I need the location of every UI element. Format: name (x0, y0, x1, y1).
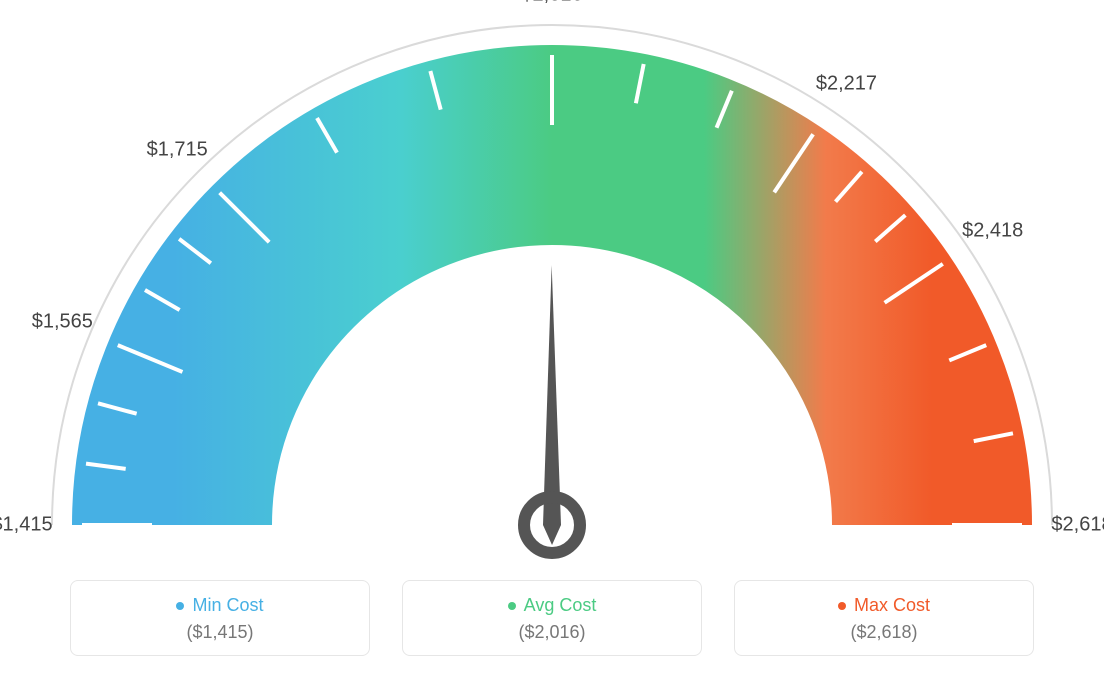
gauge-svg (0, 0, 1104, 560)
gauge-tick-label: $2,418 (962, 219, 1023, 242)
gauge-tick-label: $1,415 (0, 514, 53, 537)
gauge-tick-label: $2,217 (816, 73, 877, 96)
dot-icon (176, 602, 184, 610)
legend-title-row: Avg Cost (508, 595, 597, 616)
legend-row: Min Cost ($1,415) Avg Cost ($2,016) Max … (0, 580, 1104, 656)
legend-title-row: Max Cost (838, 595, 930, 616)
legend-title-min: Min Cost (192, 595, 263, 616)
legend-value-max: ($2,618) (850, 622, 917, 643)
legend-title-avg: Avg Cost (524, 595, 597, 616)
legend-card-max: Max Cost ($2,618) (734, 580, 1034, 656)
gauge-tick-label: $1,715 (147, 139, 208, 162)
legend-title-row: Min Cost (176, 595, 263, 616)
legend-value-avg: ($2,016) (518, 622, 585, 643)
legend-card-min: Min Cost ($1,415) (70, 580, 370, 656)
legend-title-max: Max Cost (854, 595, 930, 616)
cost-gauge-widget: $1,415 $1,565 $1,715 $2,016 $2,217 $2,418 $2,6… (0, 0, 1104, 690)
gauge-tick-label: $1,565 (32, 311, 93, 334)
dot-icon (838, 602, 846, 610)
gauge-tick-label: $2,016 (521, 0, 582, 7)
legend-value-min: ($1,415) (186, 622, 253, 643)
gauge-tick-label: $2,618 (1051, 514, 1104, 537)
dot-icon (508, 602, 516, 610)
gauge-area: $1,415 $1,565 $1,715 $2,016 $2,217 $2,418 $2,6… (0, 0, 1104, 560)
legend-card-avg: Avg Cost ($2,016) (402, 580, 702, 656)
